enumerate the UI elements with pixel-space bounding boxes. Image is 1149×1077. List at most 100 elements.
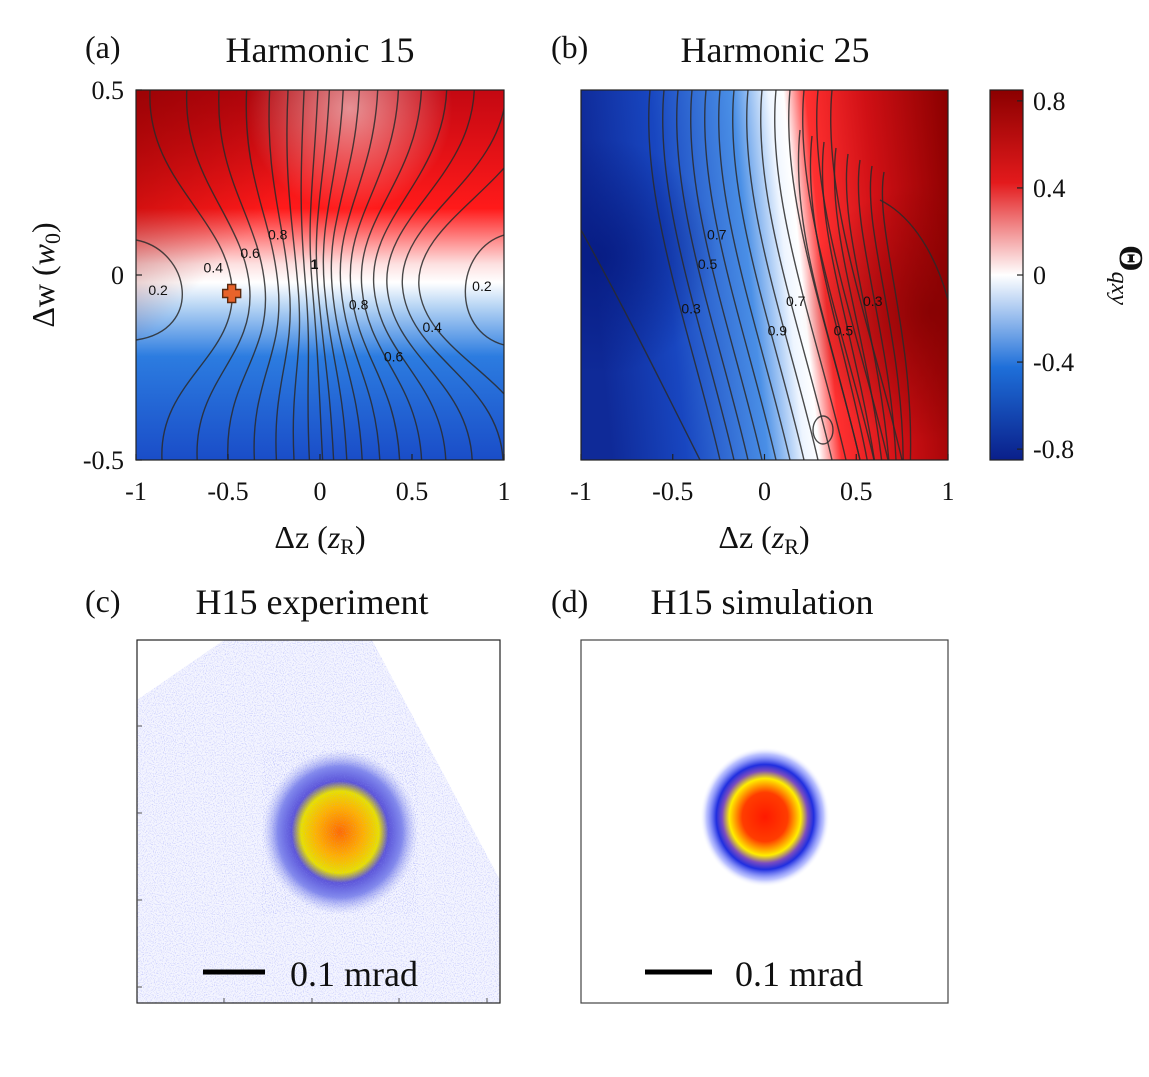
beam-spot-simulation bbox=[700, 747, 830, 887]
x-tick-label: 1 bbox=[498, 477, 511, 506]
x-axis-label-b: Δz (zR) bbox=[718, 519, 809, 559]
contour-line-b bbox=[704, 90, 777, 460]
contour-label: 0.3 bbox=[681, 300, 701, 316]
scale-bar-label-d: 0.1 mrad bbox=[735, 954, 863, 994]
contour-line-b bbox=[662, 90, 735, 460]
contour-label: 0.5 bbox=[834, 323, 854, 339]
y-tick-label: 0 bbox=[111, 261, 124, 290]
contour-line-b bbox=[809, 135, 868, 460]
contour-line-a bbox=[315, 90, 335, 460]
experiment-image bbox=[137, 640, 500, 1003]
panel-b: (b) Harmonic 25 0.7 0.5 0.3 0.7 0.9 0.5 0.3 -1… bbox=[551, 29, 955, 559]
colorbar-tick-label: 0.4 bbox=[1033, 174, 1066, 203]
panel-c: (c) H15 experiment 0.1 mrad bbox=[85, 582, 501, 1004]
contour-line-b bbox=[648, 90, 721, 460]
contour-line-b bbox=[857, 159, 897, 460]
contour-line-a bbox=[372, 90, 448, 460]
panel-d: (d) H15 simulation 0.1 mrad bbox=[551, 582, 949, 1004]
panel-c-title: H15 experiment bbox=[196, 582, 429, 622]
contour-label: 0.7 bbox=[786, 293, 806, 309]
contour-line-b bbox=[676, 90, 749, 460]
contour-label: 0.6 bbox=[384, 348, 404, 364]
position-marker bbox=[221, 283, 242, 304]
contour-line-b bbox=[581, 229, 701, 460]
colorbar: 0.8 0.4 0 -0.4 -0.8 Θqxy bbox=[989, 87, 1149, 464]
frame-c bbox=[136, 639, 501, 1004]
contour-line-b bbox=[690, 90, 763, 460]
panel-b-label: (b) bbox=[551, 29, 588, 65]
contour-line-b bbox=[816, 90, 889, 460]
contour-label: 0.4 bbox=[204, 260, 224, 276]
contour-line-a bbox=[245, 90, 280, 460]
heatmap-a bbox=[136, 90, 504, 460]
contour-line-a bbox=[186, 90, 251, 460]
contour-line-b bbox=[833, 147, 883, 460]
contour-line-a bbox=[322, 90, 348, 460]
contour-line-a bbox=[386, 90, 475, 460]
contour-line-a bbox=[418, 166, 504, 395]
panel-a-title: Harmonic 15 bbox=[226, 30, 415, 70]
panel-d-label: (d) bbox=[551, 583, 588, 619]
x-tick-label: -1 bbox=[570, 477, 592, 506]
contour-line-b bbox=[821, 141, 876, 460]
y-tick-label: 0.5 bbox=[92, 76, 125, 105]
contour-line-b bbox=[812, 415, 834, 445]
x-tick-label: 0.5 bbox=[840, 477, 873, 506]
contour-line-a bbox=[401, 105, 504, 460]
y-tick-label: -0.5 bbox=[83, 446, 124, 475]
contour-line-a bbox=[286, 90, 301, 460]
colorbar-tick-label: -0.4 bbox=[1033, 348, 1074, 377]
contour-line-b bbox=[869, 165, 904, 460]
panel-d-title: H15 simulation bbox=[651, 582, 874, 622]
contour-line-a bbox=[349, 90, 401, 460]
heatmap-b bbox=[581, 90, 948, 460]
colorbar-tick-label: 0 bbox=[1033, 261, 1046, 290]
panel-b-title: Harmonic 25 bbox=[681, 30, 870, 70]
colorbar-tick-label: -0.8 bbox=[1033, 435, 1074, 464]
contour-label: 1 bbox=[311, 256, 319, 272]
contour-label: 0.3 bbox=[863, 293, 883, 309]
contour-label: 0.8 bbox=[349, 297, 369, 313]
x-tick-label: -0.5 bbox=[652, 477, 693, 506]
panel-c-label: (c) bbox=[85, 583, 121, 619]
contour-line-b bbox=[879, 199, 948, 301]
contour-line-a bbox=[464, 234, 504, 346]
contour-line-b bbox=[830, 90, 903, 460]
contour-line-b bbox=[760, 90, 833, 460]
x-tick-label: 0 bbox=[314, 477, 327, 506]
x-tick-label: 1 bbox=[942, 477, 955, 506]
x-tick-label: 0.5 bbox=[396, 477, 429, 506]
contour-line-a bbox=[218, 90, 267, 460]
contour-line-b bbox=[718, 90, 791, 460]
x-tick-label: -0.5 bbox=[207, 477, 248, 506]
x-tick-label: -1 bbox=[125, 477, 147, 506]
x-axis-label-a: Δz (zR) bbox=[274, 519, 365, 559]
y-axis-label-a: Δw (w0) bbox=[25, 222, 65, 327]
contour-line-a bbox=[268, 90, 291, 460]
colorbar-tick-label: 0.8 bbox=[1033, 87, 1066, 116]
x-tick-label: 0 bbox=[758, 477, 771, 506]
contour-label: 0.5 bbox=[698, 256, 718, 272]
scale-bar-label-c: 0.1 mrad bbox=[290, 954, 418, 994]
contour-line-b bbox=[881, 171, 912, 460]
panel-a: (a) Harmonic 15 0.2 0.4 0.6 0.8 1 0.8 0.4 0.6 0.… bbox=[25, 29, 511, 559]
contour-label: 0.7 bbox=[707, 226, 727, 242]
contour-line-b bbox=[746, 90, 819, 460]
contour-label: 0.8 bbox=[268, 226, 288, 242]
colorbar-label: Θqxy bbox=[1106, 245, 1149, 305]
contour-label: 0.4 bbox=[423, 319, 443, 335]
contour-line-a bbox=[136, 239, 183, 341]
contour-line-b bbox=[732, 90, 805, 460]
contour-label: 0.6 bbox=[240, 245, 260, 261]
contour-line-a bbox=[339, 90, 381, 460]
contour-line-a bbox=[300, 90, 311, 460]
contour-label: 0.2 bbox=[472, 278, 492, 294]
contour-line-b bbox=[797, 129, 861, 460]
contour-label: 0.9 bbox=[768, 323, 788, 339]
contour-line-a bbox=[309, 90, 324, 460]
contour-label: 0.2 bbox=[148, 282, 168, 298]
contour-line-b bbox=[802, 90, 875, 460]
contour-line-b bbox=[774, 90, 847, 460]
panel-a-label: (a) bbox=[85, 29, 121, 65]
